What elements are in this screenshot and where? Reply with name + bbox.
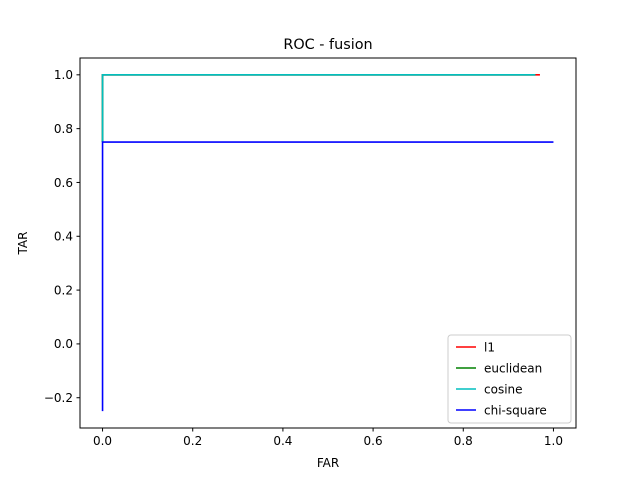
x-tick-label: 0.4 (273, 434, 292, 448)
legend-label-l1: l1 (484, 340, 495, 354)
x-tick-label: 0.2 (183, 434, 202, 448)
series-line-chi-square (101, 141, 554, 412)
legend-label-chi-square: chi-square (484, 403, 547, 417)
y-tick-label: 0.6 (54, 176, 73, 190)
x-axis-title: FAR (317, 456, 339, 470)
y-tick-label: 1.0 (54, 68, 73, 82)
x-tick-label: 0.0 (93, 434, 112, 448)
legend-label-cosine: cosine (484, 382, 523, 396)
y-tick-label: 0.4 (54, 230, 73, 244)
y-tick-label: −0.2 (44, 391, 73, 405)
legend-label-euclidean: euclidean (484, 361, 542, 375)
legend-box (447, 334, 572, 424)
chart-title: ROC - fusion (283, 37, 372, 53)
plot-frame (79, 57, 577, 429)
x-axis: 0.0 0.2 0.4 0.6 0.8 1.0 (93, 428, 563, 448)
series-layer (101, 74, 554, 412)
x-tick-label: 1.0 (544, 434, 563, 448)
y-tick-label: 0.8 (54, 122, 73, 136)
legend: l1 euclidean cosine chi-square (447, 334, 572, 424)
y-tick-label: 0.0 (54, 337, 73, 351)
x-tick-label: 0.8 (454, 434, 473, 448)
y-tick-label: 0.2 (54, 283, 73, 297)
x-tick-label: 0.6 (364, 434, 383, 448)
y-axis-title: TAR (16, 232, 30, 256)
y-axis: −0.2 0.0 0.2 0.4 0.6 0.8 1.0 (44, 68, 80, 405)
series-line-cosine (101, 74, 536, 143)
